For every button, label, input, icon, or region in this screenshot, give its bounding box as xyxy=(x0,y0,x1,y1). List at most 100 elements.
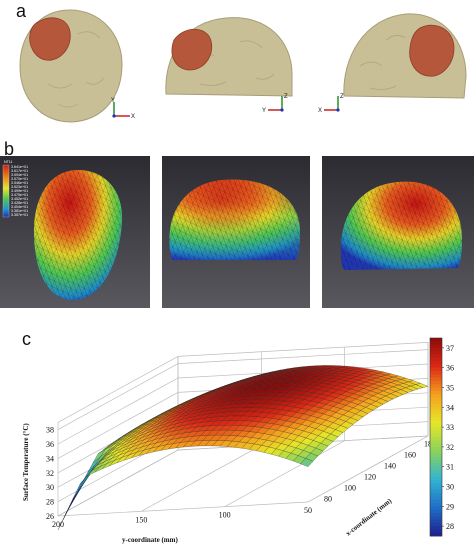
legend-value: 3.546e+01 xyxy=(11,181,28,185)
colorbar-tick-label: 34 xyxy=(446,403,454,412)
legend-value: 3.475e+01 xyxy=(11,193,28,197)
x-axis-label: x-coordinate (mm) xyxy=(344,497,393,538)
legend-value: 3.381e+01 xyxy=(11,209,28,213)
panel-label-b: b xyxy=(4,139,15,159)
legend-value: 3.499e+01 xyxy=(11,189,28,193)
colorbar-step xyxy=(430,367,442,372)
legend-value: 3.404e+01 xyxy=(11,205,28,209)
colorbar-step xyxy=(430,446,442,451)
x-tick-label: 100 xyxy=(344,484,356,493)
colorbar-step xyxy=(430,456,442,461)
colorbar-tick-label: 36 xyxy=(446,364,454,373)
fem-panel-top-view: NT11 3.641e+01 3.617e+01 3.594e+01 3.570e+0… xyxy=(0,156,150,308)
z-axis-label: Surface Temperature (°C) xyxy=(22,423,30,501)
colorbar-step xyxy=(430,453,442,458)
x-tick-label: 120 xyxy=(364,473,376,482)
colorbar-step xyxy=(430,516,442,520)
skull-model-front-view xyxy=(343,13,467,99)
z-tick-label: 30 xyxy=(46,483,54,492)
colorbar-step xyxy=(430,522,442,527)
colorbar-tick-label: 33 xyxy=(446,423,454,432)
colorbar-step xyxy=(430,529,442,534)
fem-panel-front-view xyxy=(322,156,474,308)
y-tick-label: 100 xyxy=(219,511,231,520)
temperature-legend: NT11 3.641e+013.617e+013.594e+013.570e+0… xyxy=(2,160,28,218)
colorbar-step xyxy=(430,380,442,385)
legend-value: 3.641e+01 xyxy=(11,165,28,169)
colorbar-step xyxy=(430,427,442,431)
colorbar-tick-label: 31 xyxy=(446,463,454,472)
colorbar-tick-label: 29 xyxy=(446,502,454,511)
z-tick-label: 38 xyxy=(46,426,54,435)
surface-cell xyxy=(65,491,78,515)
colorbar-step xyxy=(430,470,442,474)
triad-2-horizontal: Y xyxy=(262,108,266,114)
z-tick-label: 36 xyxy=(46,440,54,449)
colorbar-step xyxy=(430,417,442,421)
y-tick-label: 50 xyxy=(304,506,312,515)
colorbar-step xyxy=(430,489,442,494)
axis-triad-1: Y X xyxy=(111,98,135,120)
z-tick-label: 26 xyxy=(46,512,54,521)
colorbar-step xyxy=(430,387,442,392)
colorbar-step xyxy=(430,506,442,510)
tumor-shape xyxy=(171,28,213,71)
colorbar-step xyxy=(430,407,442,411)
colorbar-step xyxy=(430,420,442,425)
colorbar-step xyxy=(430,404,442,408)
y-axis-label: y-coordinate (mm) xyxy=(122,536,178,544)
colorbar: 28 29 30 31 32 33 34 35 36 37 xyxy=(429,337,454,537)
legend-value: 3.357e+01 xyxy=(11,213,28,217)
colorbar-step xyxy=(430,344,442,349)
colorbar-step xyxy=(430,384,442,388)
colorbar-step xyxy=(430,499,442,504)
colorbar-step xyxy=(430,413,442,418)
y-tick-label: 200 xyxy=(52,520,64,529)
surface-cell xyxy=(300,458,314,467)
skull-model-side-view xyxy=(165,17,293,97)
colorbar-step xyxy=(430,394,442,398)
legend-value: 3.428e+01 xyxy=(11,201,28,205)
z-tick-label: 32 xyxy=(46,469,54,478)
colorbar-step xyxy=(430,519,442,524)
colorbar-step xyxy=(430,433,442,438)
surface-temperature-chart: 2628303234363820015010050801001201401601… xyxy=(22,337,454,544)
colorbar-tick-label: 32 xyxy=(446,443,454,452)
colorbar-step xyxy=(430,410,442,415)
legend-title: NT11 xyxy=(4,160,13,164)
colorbar-step xyxy=(430,496,442,501)
triad-1-vertical: Y xyxy=(111,98,115,104)
colorbar-step xyxy=(430,486,442,491)
legend-value: 3.452e+01 xyxy=(11,197,28,201)
colorbar-step xyxy=(430,341,442,345)
surface-cell xyxy=(70,484,83,506)
tumor-shape xyxy=(29,17,71,61)
colorbar-step xyxy=(430,532,442,537)
colorbar-step xyxy=(430,466,442,471)
x-tick-label: 160 xyxy=(404,451,416,460)
legend-value: 3.523e+01 xyxy=(11,185,28,189)
colorbar-step xyxy=(430,476,442,481)
legend-value: 3.570e+01 xyxy=(11,177,28,181)
surface-mesh xyxy=(57,365,429,531)
legend-value: 3.617e+01 xyxy=(11,169,28,173)
axis-triad-3: Z X xyxy=(318,94,344,114)
colorbar-step xyxy=(430,423,442,428)
colorbar-step xyxy=(430,397,442,402)
colorbar-step xyxy=(430,493,442,497)
colorbar-step xyxy=(430,512,442,517)
surface-cell xyxy=(72,477,86,500)
triad-3-vertical: Z xyxy=(340,94,344,100)
skull-model-top-view xyxy=(19,9,123,123)
colorbar-step xyxy=(430,450,442,454)
panel-label-a: a xyxy=(16,1,27,21)
colorbar-step xyxy=(430,463,442,468)
triad-2-vertical: Z xyxy=(284,94,288,100)
colorbar-step xyxy=(430,364,442,369)
colorbar-step xyxy=(430,377,442,382)
colorbar-step xyxy=(430,509,442,514)
colorbar-tick-label: 30 xyxy=(446,483,454,492)
x-tick-label: 80 xyxy=(324,495,332,504)
colorbar-step xyxy=(430,460,442,464)
colorbar-step xyxy=(430,443,442,448)
